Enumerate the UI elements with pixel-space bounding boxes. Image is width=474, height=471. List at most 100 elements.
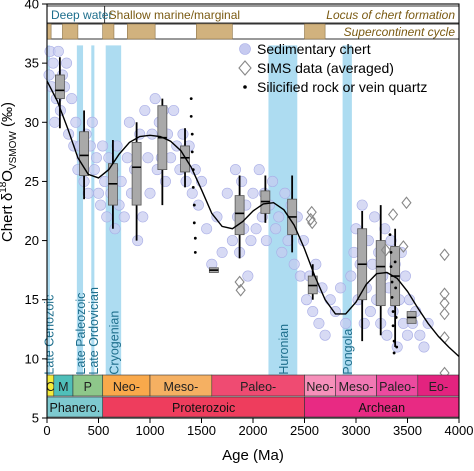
y-label-main: Chert δ xyxy=(0,193,16,242)
chert-point xyxy=(345,270,357,282)
chert-point xyxy=(282,235,294,247)
chert-point xyxy=(211,211,223,223)
sims-diamond xyxy=(235,283,246,297)
chert-point xyxy=(111,140,123,152)
era-label: Meso- xyxy=(164,380,199,394)
vein-dot xyxy=(192,221,196,225)
x-tick-label: 1000 xyxy=(136,423,165,438)
vein-dot xyxy=(189,114,193,118)
sims-diamond xyxy=(398,240,409,253)
axes: 0 500 1000 1500 2000 2500 3000 3500 4000 5 10 15 20 2… xyxy=(25,0,474,438)
chert-point xyxy=(43,69,55,81)
chert-point xyxy=(142,152,154,164)
glaciation-band xyxy=(342,45,352,377)
sims-diamond xyxy=(305,212,316,226)
box-body xyxy=(180,145,190,173)
chert-point xyxy=(88,164,100,176)
sims-diamonds xyxy=(234,196,450,380)
chert-point xyxy=(201,223,213,235)
eon-label: Archean xyxy=(358,401,405,415)
chert-point xyxy=(61,57,73,69)
sims-diamond xyxy=(439,331,450,344)
chert-point xyxy=(381,329,393,341)
chert-point xyxy=(137,211,149,223)
eon-label: Phanero. xyxy=(49,401,100,415)
chert-point xyxy=(379,223,391,235)
chert-point xyxy=(319,329,331,341)
y-axis-label: Chert δ18OVSMOW (‰) xyxy=(0,102,19,242)
chert-point xyxy=(121,152,133,164)
sims-diamond xyxy=(439,287,450,301)
chert-point xyxy=(229,164,241,176)
chert-point xyxy=(313,317,325,329)
era-label: C xyxy=(46,380,55,394)
y-tick-label: 25 xyxy=(25,174,39,189)
chert-point xyxy=(247,187,259,199)
chert-point xyxy=(93,187,105,199)
era-label: Neo- xyxy=(113,380,140,394)
supercontinent-block xyxy=(46,23,52,40)
y-tick-label: 40 xyxy=(25,0,39,12)
vein-dot xyxy=(389,251,393,254)
chert-point xyxy=(270,223,282,235)
glaciation-band xyxy=(76,45,84,377)
trend-curve-group xyxy=(46,80,460,358)
supercontinent-block xyxy=(196,23,233,40)
chert-point xyxy=(267,175,279,187)
chert-point xyxy=(97,140,109,152)
sims-diamond xyxy=(234,275,245,289)
y-label-unit: (‰) xyxy=(0,102,16,131)
sims-diamond xyxy=(439,307,450,321)
chert-point xyxy=(288,258,300,270)
legend-marker-dot xyxy=(243,85,247,89)
chert-point xyxy=(118,211,130,223)
y-tick-label: 5 xyxy=(32,411,39,426)
legend: Sedimentary chert SIMS data (averaged) Sil… xyxy=(238,41,427,95)
chert-point xyxy=(273,211,285,223)
vein-dot xyxy=(190,132,194,136)
chert-point xyxy=(146,128,158,140)
chert-point xyxy=(414,329,426,341)
y-label-sup: 18 xyxy=(0,181,9,193)
chert-point xyxy=(177,128,189,140)
glaciation-label: Late Cenozoic xyxy=(43,295,57,375)
vein-dot xyxy=(193,236,197,240)
legend-label: Sedimentary chert xyxy=(257,41,371,57)
supercontinent-block xyxy=(62,23,79,40)
vein-dot xyxy=(189,97,193,101)
supercontinent-label: Supercontinent cycle xyxy=(344,25,456,39)
x-axis-label: Age (Ma) xyxy=(222,447,284,464)
chert-point xyxy=(418,341,430,353)
chert-point xyxy=(358,317,370,329)
trend-curve xyxy=(46,80,460,358)
vein-dot xyxy=(393,260,397,264)
chert-point xyxy=(103,152,115,164)
y-tick-label: 35 xyxy=(25,56,39,71)
glaciation-label: Late Ordovician xyxy=(87,287,101,375)
chert-point xyxy=(335,282,347,294)
y-tick-label: 10 xyxy=(25,351,39,366)
y-tick-label: 30 xyxy=(25,115,39,130)
chert-point xyxy=(245,235,257,247)
chert-point xyxy=(139,104,151,116)
supercontinent-block xyxy=(102,23,115,40)
sims-diamond xyxy=(307,216,318,230)
chert-point xyxy=(226,235,238,247)
deep-water-label: Deep water xyxy=(51,8,112,22)
chert-point xyxy=(356,199,368,211)
vein-dot xyxy=(390,295,394,299)
vein-dot xyxy=(392,351,396,355)
chert-point xyxy=(109,223,121,235)
vein-dot xyxy=(388,233,392,237)
vein-dot xyxy=(193,251,197,254)
chert-point xyxy=(90,152,102,164)
vein-dot xyxy=(394,286,398,290)
box-body xyxy=(79,131,89,176)
legend-marker-diamond xyxy=(238,60,252,76)
chert-point xyxy=(307,306,319,318)
chert-point xyxy=(49,116,61,128)
chert-point xyxy=(279,187,291,199)
chert-point xyxy=(253,164,265,176)
y-tick-label: 20 xyxy=(25,233,39,248)
